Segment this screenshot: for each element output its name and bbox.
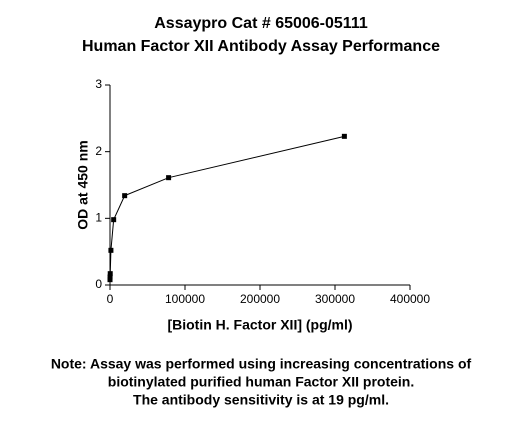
marker bbox=[111, 217, 117, 223]
x-tick-label: 400000 bbox=[390, 292, 430, 306]
x-tick-label: 100000 bbox=[165, 292, 205, 306]
line bbox=[109, 135, 345, 280]
marker bbox=[107, 277, 113, 283]
note: Note: Assay was performed using increasi… bbox=[51, 356, 472, 372]
chart-title: Human Factor XII Antibody Assay Performa… bbox=[82, 38, 440, 55]
chart-title: Assaypro Cat # 65006-05111 bbox=[154, 15, 368, 32]
marker bbox=[341, 133, 347, 139]
note: The antibody sensitivity is at 19 pg/ml. bbox=[133, 392, 389, 408]
marker bbox=[122, 193, 128, 199]
x-tick-label: 200000 bbox=[240, 292, 280, 306]
x-axis-label: [Biotin H. Factor XII] (pg/ml) bbox=[167, 317, 352, 333]
y-tick-label: 3 bbox=[95, 77, 102, 91]
x-tick-label: 0 bbox=[107, 292, 114, 306]
marker bbox=[107, 271, 113, 277]
y-tick-label: 2 bbox=[95, 144, 102, 158]
y-axis-label: OD at 450 nm bbox=[75, 140, 91, 229]
note: biotinylated purified human Factor XII p… bbox=[108, 374, 414, 390]
y-tick-label: 0 bbox=[95, 277, 102, 291]
x-tick-label: 300000 bbox=[315, 292, 355, 306]
y-tick-label: 1 bbox=[95, 211, 102, 225]
marker bbox=[108, 247, 114, 253]
marker bbox=[166, 175, 172, 181]
marker bbox=[107, 274, 113, 280]
